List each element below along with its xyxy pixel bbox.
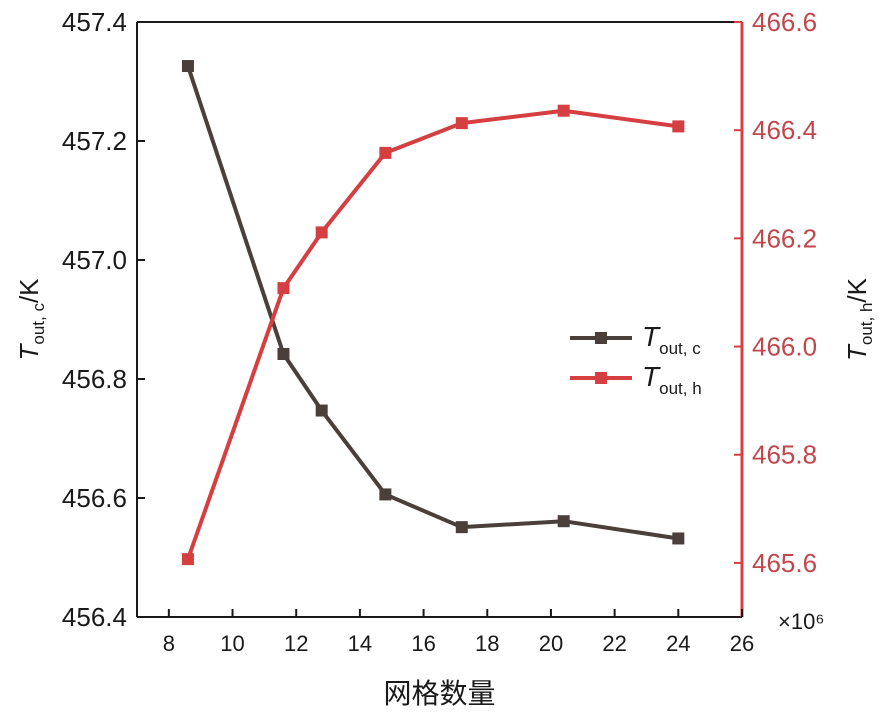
right-y-label-main: T <box>842 343 872 361</box>
left-y-axis-label: Tout, c/K <box>14 278 48 361</box>
data-point-tout-h <box>379 146 392 159</box>
left-y-label-main: T <box>14 343 44 361</box>
data-point-tout-c <box>181 60 194 73</box>
legend-sub: out, c <box>659 339 701 358</box>
right-y-label-sub: out, h <box>857 303 876 346</box>
right-y-tick-label: 465.6 <box>752 548 817 578</box>
x-tick-label: 12 <box>284 631 308 656</box>
right-y-tick-label: 466.2 <box>752 223 817 253</box>
x-tick-label: 20 <box>539 631 563 656</box>
right-y-tick-label: 466.0 <box>752 332 817 362</box>
data-point-tout-h <box>557 104 570 117</box>
legend-main: T <box>642 321 661 352</box>
right-y-axis-label: Tout, h/K <box>842 277 876 361</box>
legend-sub: out, h <box>659 379 702 398</box>
left-y-label-sub: out, c <box>29 303 48 345</box>
data-point-tout-c <box>557 515 570 528</box>
series-line-tout-c <box>186 65 679 541</box>
legend-marker <box>595 372 607 384</box>
right-y-tick-label: 465.8 <box>752 440 817 470</box>
right-y-tick-label: 466.4 <box>752 115 817 145</box>
left-y-axis-label-text: Tout, c/K <box>14 278 48 361</box>
x-tick-label: 18 <box>475 631 499 656</box>
x-axis-label: 网格数量 <box>383 677 495 710</box>
right-y-axis-label-text: Tout, h/K <box>842 277 876 361</box>
right-y-label-unit: /K <box>842 277 872 302</box>
data-point-tout-h <box>277 282 290 295</box>
left-y-tick-label: 457.2 <box>62 126 127 156</box>
data-point-tout-c <box>379 488 392 501</box>
x-tick-label: 26 <box>730 631 754 656</box>
left-y-tick-label: 456.6 <box>62 483 127 513</box>
legend-entry: Tout, h <box>642 361 702 398</box>
x-tick-label: 24 <box>666 631 690 656</box>
x-tick-label: 14 <box>348 631 372 656</box>
left-y-tick-label: 457.0 <box>62 245 127 275</box>
legend-marker <box>595 332 607 344</box>
x-multiplier-label: ×10⁶ <box>778 609 824 634</box>
legend-entry: Tout, c <box>642 321 701 358</box>
data-point-tout-c <box>455 521 468 534</box>
legend-main: T <box>642 361 661 392</box>
x-tick-label: 22 <box>602 631 626 656</box>
left-y-tick-label: 457.4 <box>62 7 127 37</box>
data-point-tout-c <box>277 348 290 361</box>
right-y-tick-label: 466.6 <box>752 7 817 37</box>
x-tick-label: 16 <box>411 631 435 656</box>
left-y-tick-label: 456.4 <box>62 602 127 632</box>
x-tick-label: 8 <box>163 631 175 656</box>
left-y-tick-label: 456.8 <box>62 364 127 394</box>
data-point-tout-h <box>315 226 328 239</box>
data-point-tout-h <box>455 117 468 130</box>
x-tick-label: 10 <box>220 631 244 656</box>
data-point-tout-c <box>315 404 328 417</box>
left-y-label-unit: /K <box>14 278 44 303</box>
data-point-tout-h <box>672 120 685 133</box>
data-point-tout-h <box>181 553 194 566</box>
data-point-tout-c <box>672 532 685 545</box>
